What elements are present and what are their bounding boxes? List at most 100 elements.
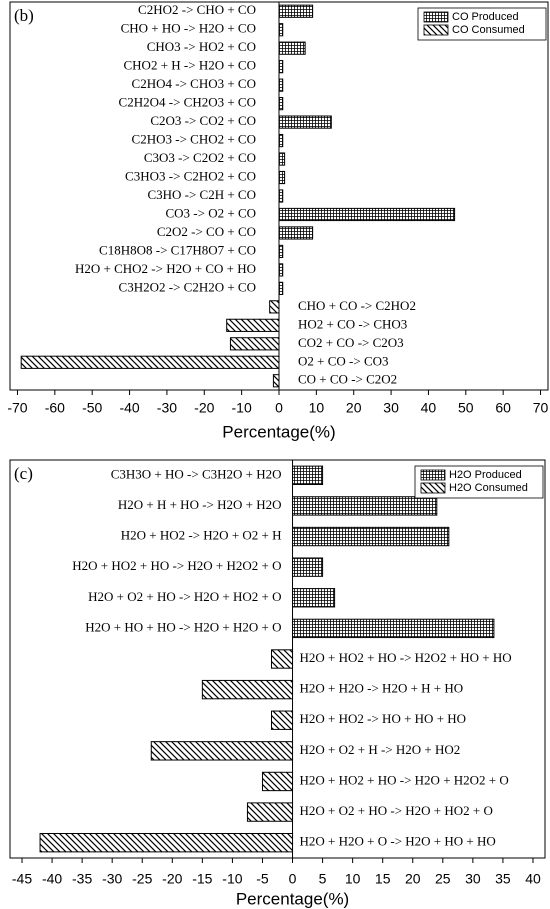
x-tick-label: 0	[289, 871, 297, 887]
x-tick-label: 10	[309, 400, 325, 416]
bar	[292, 465, 324, 485]
bar	[292, 496, 438, 516]
x-tick-label: 25	[435, 871, 451, 887]
bar	[292, 618, 495, 639]
bar	[292, 557, 324, 577]
legend-label: H2O Consumed	[449, 482, 528, 494]
x-tick-label: -25	[132, 871, 152, 887]
x-tick-label: -10	[222, 871, 242, 887]
x-tick-label: 50	[458, 400, 474, 416]
category-label: C3H2O2 -> C2H2O + CO	[119, 279, 256, 294]
x-tick-label: -70	[7, 400, 27, 416]
bar	[292, 526, 450, 547]
x-tick-label: -45	[12, 871, 32, 887]
bar	[278, 97, 284, 111]
bar	[278, 170, 286, 185]
category-label: C18H8O8 -> C17H8O7 + CO	[99, 242, 256, 257]
category-label: H2O + CHO2 -> H2O + CO + HO	[75, 261, 256, 276]
legend-label: H2O Produced	[449, 469, 522, 481]
bar	[278, 226, 314, 240]
x-tick-label: -15	[192, 871, 212, 887]
x-tick-label: -60	[45, 400, 65, 416]
bar	[226, 318, 280, 332]
category-label: CHO2 + H -> H2O + CO	[124, 58, 257, 73]
legend-swatch	[420, 469, 446, 481]
category-label: H2O + HO2 -> H2O + O2 + H	[121, 528, 282, 543]
category-label: O2 + CO -> CO3	[298, 353, 389, 368]
category-label: C3HO -> C2H + CO	[147, 187, 256, 202]
x-tick-label: 35	[495, 871, 511, 887]
bar	[270, 710, 294, 730]
bar	[278, 60, 284, 74]
category-label: C3HO3 -> C2HO2 + CO	[125, 169, 256, 184]
bar	[270, 649, 294, 669]
x-tick-label: 30	[465, 871, 481, 887]
bar	[278, 281, 284, 295]
category-label: C2H2O4 -> CH2O3 + CO	[119, 95, 256, 110]
category-label: C2HO2 -> CHO + CO	[138, 2, 256, 17]
bar	[278, 4, 314, 18]
panel-label: (c)	[14, 464, 33, 483]
x-tick-label: -30	[102, 871, 122, 887]
x-tick-label: -30	[157, 400, 177, 416]
x-tick-label: 10	[345, 871, 361, 887]
bar	[269, 300, 280, 314]
x-tick-label: -10	[232, 400, 252, 416]
x-tick-label: -50	[82, 400, 102, 416]
x-tick-label: -40	[119, 400, 139, 416]
category-label: CO + CO -> C2O2	[298, 372, 397, 387]
bar	[278, 244, 284, 259]
bar	[278, 152, 286, 166]
category-label: H2O + HO + HO -> H2O + H2O + O	[85, 619, 281, 634]
bar	[246, 802, 294, 822]
bar	[278, 133, 284, 148]
category-label: C3O3 -> C2O2 + CO	[144, 150, 256, 165]
category-label: CHO3 -> HO2 + CO	[147, 39, 256, 54]
x-tick-label: -40	[42, 871, 62, 887]
category-label: H2O + HO2 + HO -> H2O + H2O2 + O	[300, 772, 509, 787]
x-tick-label: 0	[275, 400, 283, 416]
category-label: H2O + H2O -> H2O + H + HO	[300, 681, 464, 696]
x-tick-label: 40	[525, 871, 541, 887]
bar	[278, 41, 306, 55]
x-tick-label: -35	[72, 871, 92, 887]
x-tick-label: 40	[421, 400, 437, 416]
bar	[201, 679, 294, 700]
category-label: H2O + HO2 + HO -> H2O + H2O2 + O	[72, 558, 281, 573]
x-tick-label: 20	[405, 871, 421, 887]
legend-swatch	[420, 482, 446, 494]
category-label: CO2 + CO -> C2O3	[298, 335, 404, 350]
bar	[278, 207, 456, 222]
x-axis-label: Percentage(%)	[222, 422, 335, 441]
category-label: H2O + O2 + HO -> H2O + HO2 + O	[300, 803, 493, 818]
category-label: H2O + HO2 -> HO + HO + HO	[300, 711, 467, 726]
legend-label: CO Consumed	[452, 24, 525, 36]
bar	[278, 23, 284, 37]
category-label: C2O2 -> CO + CO	[157, 224, 256, 239]
category-label: C3H3O + HO -> C3H2O + H2O	[111, 466, 282, 481]
x-tick-label: -20	[194, 400, 214, 416]
bar	[278, 115, 332, 129]
category-label: C2O3 -> CO2 + CO	[150, 113, 256, 128]
category-label: H2O + H + HO -> H2O + H2O	[118, 497, 282, 512]
x-tick-label: 70	[533, 400, 549, 416]
plot-frame	[9, 459, 546, 859]
bar	[278, 189, 284, 203]
x-tick-label: 30	[383, 400, 399, 416]
category-label: H2O + O2 + H -> H2O + HO2	[300, 742, 461, 757]
category-label: C2HO4 -> CHO3 + CO	[132, 76, 256, 91]
legend-swatch	[423, 24, 449, 36]
panel-label: (b)	[14, 6, 34, 25]
x-tick-label: 60	[495, 400, 511, 416]
legend-swatch	[423, 11, 449, 23]
category-label: CHO + CO -> C2HO2	[298, 298, 416, 313]
x-tick-label: 20	[346, 400, 362, 416]
x-tick-label: 15	[375, 871, 391, 887]
x-tick-label: -20	[162, 871, 182, 887]
category-label: HO2 + CO -> CHO3	[298, 316, 407, 331]
bar	[278, 78, 284, 92]
category-label: H2O + H2O + O -> H2O + HO + HO	[300, 834, 496, 849]
bar	[39, 833, 294, 853]
